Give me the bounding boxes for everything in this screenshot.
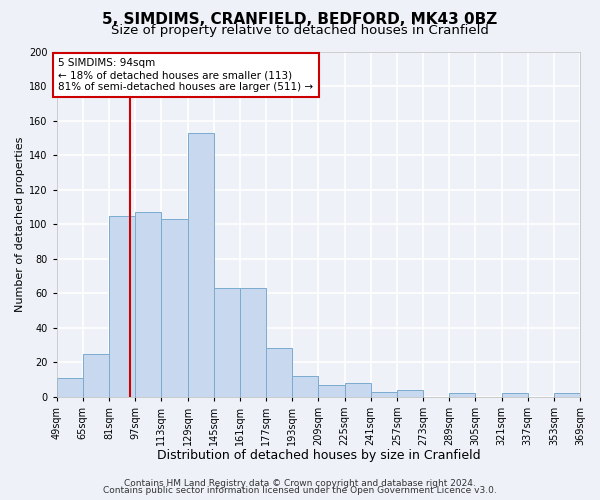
Bar [292,376,319,397]
Bar [502,394,527,397]
Bar [188,132,214,397]
Bar [344,383,371,397]
Bar [214,288,240,397]
Bar [554,394,580,397]
Text: 5 SIMDIMS: 94sqm
← 18% of detached houses are smaller (113)
81% of semi-detached: 5 SIMDIMS: 94sqm ← 18% of detached house… [58,58,313,92]
Bar [319,384,344,397]
Bar [371,392,397,397]
Bar [161,219,188,397]
Bar [109,216,135,397]
Text: Contains public sector information licensed under the Open Government Licence v3: Contains public sector information licen… [103,486,497,495]
Bar [266,348,292,397]
Bar [56,378,83,397]
Text: Contains HM Land Registry data © Crown copyright and database right 2024.: Contains HM Land Registry data © Crown c… [124,478,476,488]
Text: Size of property relative to detached houses in Cranfield: Size of property relative to detached ho… [111,24,489,37]
Bar [240,288,266,397]
Y-axis label: Number of detached properties: Number of detached properties [15,136,25,312]
Bar [83,354,109,397]
Text: 5, SIMDIMS, CRANFIELD, BEDFORD, MK43 0BZ: 5, SIMDIMS, CRANFIELD, BEDFORD, MK43 0BZ [103,12,497,28]
Bar [135,212,161,397]
Bar [449,394,475,397]
X-axis label: Distribution of detached houses by size in Cranfield: Distribution of detached houses by size … [157,450,480,462]
Bar [397,390,423,397]
